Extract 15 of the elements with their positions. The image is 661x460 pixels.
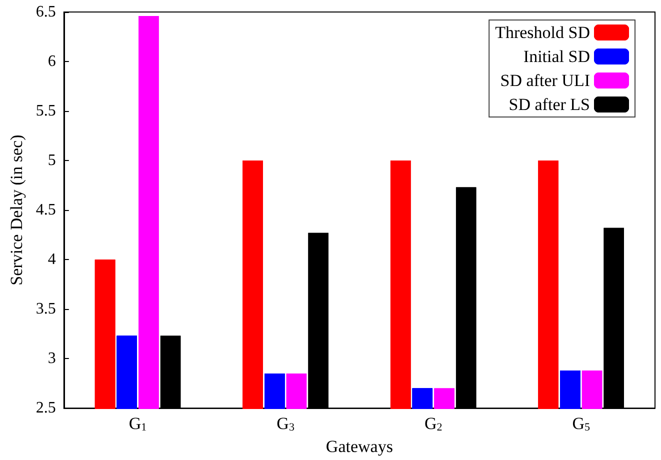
y-tick-label: 4.5 (36, 202, 56, 219)
x-axis-title: Gateways (326, 437, 393, 456)
y-tick-label: 4 (48, 251, 56, 268)
y-tick-label: 3.5 (36, 300, 56, 318)
y-tick-label: 2.5 (36, 400, 56, 417)
legend-label: Initial SD (523, 47, 590, 66)
y-tick-label: 5.5 (36, 102, 56, 120)
y-axis-title: Service Delay (in sec) (7, 134, 26, 286)
y-tick-label: 5 (48, 152, 56, 170)
legend-label: SD after LS (508, 95, 590, 114)
legend-label: Threshold SD (495, 23, 590, 42)
legend-label: SD after ULI (500, 71, 590, 90)
y-tick-label: 3 (48, 350, 56, 368)
y-tick-label: 6.5 (36, 4, 56, 20)
y-tick-label: 6 (48, 53, 56, 70)
